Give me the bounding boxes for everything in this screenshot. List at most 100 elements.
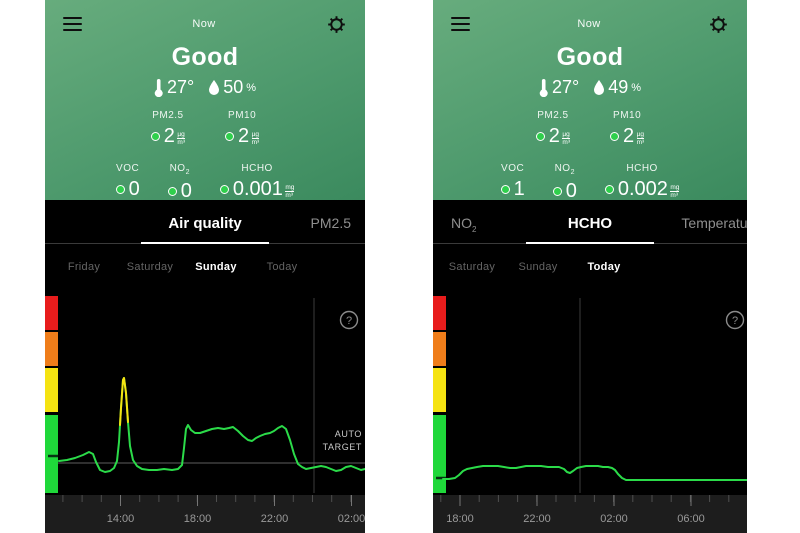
metric-label: HCHO xyxy=(241,163,273,174)
pm-metrics-row: PM2.5 2 µg m³ PM10 2 µg m³ xyxy=(45,110,365,148)
droplet-icon xyxy=(209,79,220,95)
metric-pm25: PM2.5 2 µg m³ xyxy=(535,110,570,148)
pollutant-tabs: NO2 HCHO Temperature xyxy=(433,200,747,244)
metric-label: NO2 xyxy=(554,163,575,176)
day-tab-saturday[interactable]: Saturday xyxy=(448,261,496,273)
metric-unit: µg m³ xyxy=(251,130,260,146)
gear-icon[interactable] xyxy=(326,14,347,35)
tab-air-quality[interactable]: Air quality xyxy=(168,215,242,232)
metric-unit: µg m³ xyxy=(636,130,645,146)
auto-target-label: TARGET xyxy=(323,442,362,452)
metric-label: PM10 xyxy=(228,110,257,121)
gas-metrics-row: VOC 0 NO2 0 HCHO 0.001 mg m³ xyxy=(45,163,365,203)
time-axis-strip xyxy=(433,495,747,533)
status-header: Now Good 27° 49% PM2.5 2 µg m³ xyxy=(433,0,747,203)
x-axis: 14:00 18:00 22:00 02:00 xyxy=(62,495,365,525)
chart-plot-area xyxy=(45,290,365,495)
temperature-group: 27° xyxy=(154,77,194,98)
time-axis-label: 18:00 xyxy=(184,513,212,525)
metric-label: PM10 xyxy=(613,110,642,121)
status-header: Now Good 27° 50% PM2.5 2 µg m³ xyxy=(45,0,365,203)
temperature-value: 27° xyxy=(166,77,195,97)
day-tab-today[interactable]: Today xyxy=(266,261,298,273)
day-tab-today[interactable]: Today xyxy=(587,261,621,273)
metric-unit: µg m³ xyxy=(562,130,570,146)
scale-bar-segment xyxy=(433,296,446,330)
status-dot-icon xyxy=(167,187,177,196)
humidity-unit: % xyxy=(631,81,642,94)
humidity-value: 49 xyxy=(608,77,629,97)
day-tab-friday[interactable]: Friday xyxy=(67,261,101,273)
metric-label: VOC xyxy=(116,163,140,174)
menu-icon[interactable] xyxy=(451,14,470,35)
air-quality-chart[interactable]: 14:00 18:00 22:00 02:00 AUTO TARGET? xyxy=(45,290,365,533)
menu-icon[interactable] xyxy=(63,14,82,35)
chart-line xyxy=(58,377,365,473)
day-tab-sunday[interactable]: Sunday xyxy=(195,261,237,273)
status-dot-icon xyxy=(115,185,125,194)
svg-text:?: ? xyxy=(732,315,738,327)
scale-bar-segment xyxy=(433,368,446,412)
scale-bar-segment xyxy=(45,368,58,412)
air-quality-status: Good xyxy=(171,43,239,71)
metric-value: 2 xyxy=(623,125,635,147)
climate-row: 27° 49% xyxy=(433,77,747,98)
temperature-group: 27° xyxy=(539,77,579,98)
metric-value: 2 xyxy=(548,125,560,147)
gear-icon[interactable] xyxy=(708,14,729,35)
phone-screen-air-quality: Now Good 27° 50% PM2.5 2 µg m³ xyxy=(45,0,365,533)
scale-bar-segment xyxy=(45,415,58,493)
chart-plot-area xyxy=(433,290,747,495)
metric-label: PM2.5 xyxy=(152,110,184,121)
status-dot-icon xyxy=(500,185,510,194)
metric-no2: NO2 0 xyxy=(167,163,192,203)
time-axis-label: 14:00 xyxy=(107,513,135,525)
level-scale-bar xyxy=(433,296,446,493)
time-axis-label: 22:00 xyxy=(261,513,289,525)
metric-value: 0 xyxy=(128,178,140,200)
active-tab-underline xyxy=(141,242,269,244)
tab-no2[interactable]: NO2 xyxy=(451,215,477,234)
metric-value: 1 xyxy=(513,178,525,200)
chart-line xyxy=(442,465,747,481)
time-axis-label: 22:00 xyxy=(523,513,551,525)
tab-hcho[interactable]: HCHO xyxy=(567,215,613,232)
status-dot-icon xyxy=(535,132,545,141)
thermometer-icon xyxy=(154,79,163,97)
metric-unit: µg m³ xyxy=(177,130,185,146)
tab-temperature[interactable]: Temperature xyxy=(681,215,747,231)
metric-hcho: HCHO 0.002 mg m³ xyxy=(604,163,680,203)
day-tab-saturday[interactable]: Saturday xyxy=(126,261,174,273)
temperature-value: 27° xyxy=(551,77,580,97)
scale-bar-segment xyxy=(433,332,446,366)
metric-unit: mg m³ xyxy=(285,183,295,199)
scale-bar-segment xyxy=(45,332,58,366)
scale-bar-segment xyxy=(433,415,446,493)
top-bar: Now xyxy=(433,0,747,40)
status-dot-icon xyxy=(150,132,160,141)
metric-label: HCHO xyxy=(626,163,658,174)
metric-voc: VOC 0 xyxy=(115,163,140,203)
tab-pm25[interactable]: PM2.5 xyxy=(310,215,351,231)
humidity-unit: % xyxy=(246,81,257,94)
gas-metrics-row: VOC 1 NO2 0 HCHO 0.002 mg m³ xyxy=(433,163,747,203)
day-tab-sunday[interactable]: Sunday xyxy=(518,261,558,273)
humidity-group: 50% xyxy=(208,77,256,98)
time-axis-label: 02:00 xyxy=(600,513,628,525)
help-icon[interactable]: ? xyxy=(339,310,359,330)
status-dot-icon xyxy=(552,187,562,196)
status-dot-icon xyxy=(219,185,229,194)
metric-label: NO2 xyxy=(169,163,190,176)
status-dot-icon xyxy=(604,185,614,194)
auto-target-label: AUTO xyxy=(335,429,362,439)
scale-bar-segment xyxy=(45,296,58,330)
metric-label: PM2.5 xyxy=(537,110,569,121)
nav-title: Now xyxy=(577,18,601,30)
metric-pm25: PM2.5 2 µg m³ xyxy=(150,110,185,148)
metric-pm10: PM10 2 µg m³ xyxy=(225,110,260,148)
metric-value: 2 xyxy=(163,125,175,147)
help-icon[interactable]: ? xyxy=(725,310,745,330)
droplet-icon xyxy=(594,79,605,95)
climate-row: 27° 50% xyxy=(45,77,365,98)
hcho-chart[interactable]: 18:00 22:00 02:00 06:00? xyxy=(433,290,747,533)
